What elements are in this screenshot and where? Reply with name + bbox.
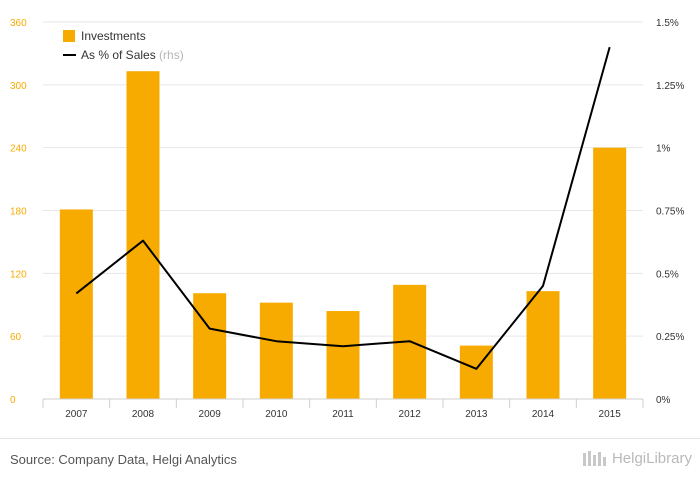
chart-footer: Source: Company Data, Helgi Analytics He… <box>0 438 700 484</box>
sales-share-line <box>75 46 611 370</box>
left-tick-label: 180 <box>10 207 27 218</box>
right-tick-label: 1.5% <box>656 18 679 29</box>
left-tick-label: 240 <box>10 144 27 155</box>
helgi-logo-icon <box>582 451 606 466</box>
x-tick-label: 2015 <box>599 409 622 420</box>
left-tick-label: 120 <box>10 269 27 280</box>
left-tick-label: 60 <box>10 332 22 343</box>
investment-bar <box>193 293 227 399</box>
right-tick-label: 0% <box>656 395 671 406</box>
legend-swatch-investments <box>63 30 75 42</box>
investment-bars <box>59 71 627 399</box>
left-tick-label: 0 <box>10 395 16 406</box>
right-tick-label: 1.25% <box>656 81 684 92</box>
investment-bar <box>326 311 360 399</box>
x-tick-label: 2009 <box>199 409 222 420</box>
brand-logo: HelgiLibrary <box>582 449 692 467</box>
combo-chart: 0 60 120 180 240 300 360 0% 0.25% 0.5% 0.75% 1% 1.25… <box>10 18 684 420</box>
axes: 0 60 120 180 240 300 360 0% 0.25% 0.5% 0.75% 1% 1.25… <box>10 18 684 420</box>
legend-label-sales-share: As % of Sales (rhs) <box>81 48 184 62</box>
legend-rhs-note: (rhs) <box>159 48 184 62</box>
x-tick-label: 2008 <box>132 409 155 420</box>
investment-bar <box>593 147 627 399</box>
left-tick-label: 360 <box>10 18 27 29</box>
left-tick-label: 300 <box>10 81 27 92</box>
right-tick-label: 0.25% <box>656 332 684 343</box>
investment-bar <box>59 209 93 399</box>
investment-bar <box>526 291 560 399</box>
x-tick-label: 2007 <box>65 409 88 420</box>
brand-name: HelgiLibrary <box>611 449 692 467</box>
legend-label-investments: Investments <box>81 29 146 43</box>
x-tick-label: 2013 <box>465 409 488 420</box>
x-tick-label: 2014 <box>532 409 555 420</box>
x-tick-label: 2012 <box>399 409 422 420</box>
right-tick-label: 0.5% <box>656 269 679 280</box>
investment-bar <box>126 71 160 399</box>
right-tick-label: 1% <box>656 144 671 155</box>
source-note: Source: Company Data, Helgi Analytics <box>10 452 237 467</box>
investment-bar <box>259 302 293 399</box>
legend: Investments As % of Sales (rhs) <box>63 29 184 62</box>
sales-share-line-path <box>75 46 611 370</box>
x-tick-label: 2010 <box>265 409 288 420</box>
right-tick-label: 0.75% <box>656 207 684 218</box>
x-tick-label: 2011 <box>332 409 354 420</box>
